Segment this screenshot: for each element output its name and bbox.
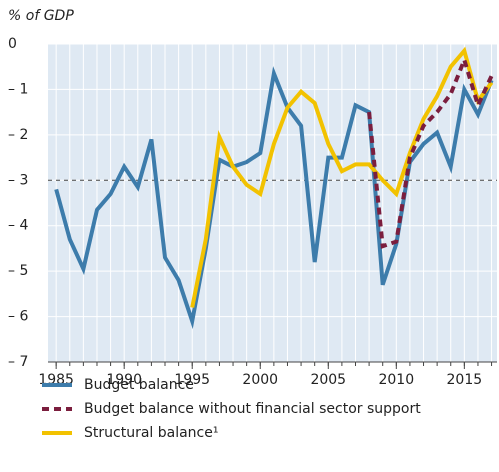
series-line [190, 46, 494, 308]
x-tick-label: 2000 [242, 372, 278, 388]
x-tick-label: 1995 [174, 372, 210, 388]
unit-label: % of GDP [8, 8, 74, 24]
y-tick-label: – 3 [8, 172, 28, 188]
legend-label: Budget balance without financial sector … [84, 401, 421, 417]
y-tick-label: – 1 [8, 81, 28, 97]
x-tick-label: 2015 [447, 372, 483, 388]
x-tick-label: 1990 [106, 372, 142, 388]
y-tick-label: 0 [8, 36, 17, 52]
plot-background [48, 44, 497, 362]
y-tick-label: – 6 [8, 309, 28, 325]
y-tick-label: – 7 [8, 354, 28, 370]
x-tick-label: 2010 [378, 372, 414, 388]
legend-label: Budget balance [84, 377, 194, 393]
series-line [54, 66, 494, 330]
legend-label: Structural balance¹ [84, 425, 218, 441]
x-tick-label: 2005 [310, 372, 346, 388]
y-tick-label: – 5 [8, 263, 28, 279]
y-tick-label: – 2 [8, 127, 28, 143]
series-line [367, 53, 494, 249]
y-tick-label: – 4 [8, 218, 28, 234]
